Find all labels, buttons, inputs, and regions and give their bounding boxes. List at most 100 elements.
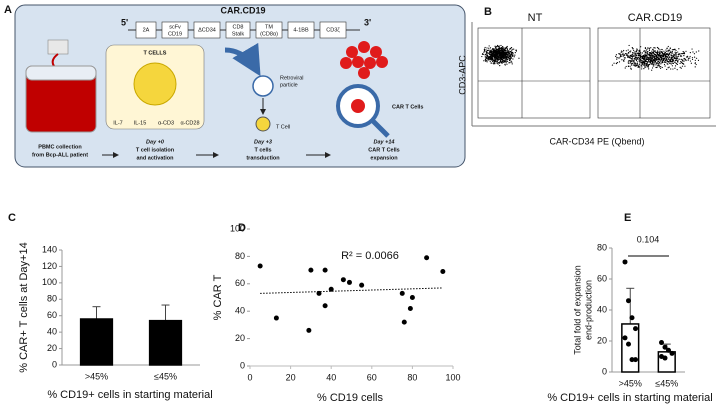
flow-dot <box>629 62 631 64</box>
flow-dot <box>627 49 629 51</box>
y-tick-label: 40 <box>235 306 245 316</box>
flow-dot <box>681 59 684 61</box>
flow-dot <box>631 47 633 49</box>
flow-dot <box>684 58 686 60</box>
flow-dot <box>616 56 618 59</box>
flow-dot <box>496 52 498 54</box>
flow-dot <box>624 52 627 55</box>
flow-dot <box>489 60 491 63</box>
flow-dot <box>502 52 504 54</box>
panel-label: E <box>624 212 631 224</box>
flow-dot <box>667 57 669 59</box>
flow-dot <box>627 55 629 57</box>
flow-dot <box>647 56 649 58</box>
flow-dot <box>669 47 671 49</box>
flow-dot <box>657 60 660 63</box>
flow-dot <box>641 60 643 62</box>
construct-label: Stalk <box>232 31 244 37</box>
retroviral-particle <box>252 75 274 97</box>
flow-dot <box>508 56 510 58</box>
flow-dot <box>627 52 630 54</box>
flow-dot <box>633 64 635 66</box>
flow-dot <box>659 49 661 51</box>
flow-dot <box>658 64 660 66</box>
flow-dot <box>496 49 498 51</box>
flow-dot <box>487 55 489 57</box>
flow-dot <box>631 64 633 66</box>
flow-dot <box>652 49 654 51</box>
construct-label: CD8 <box>232 24 243 30</box>
flow-dot <box>495 54 497 56</box>
flow-dot <box>667 53 669 55</box>
flow-dot <box>657 47 659 49</box>
flow-dot <box>647 50 649 53</box>
flow-dot <box>493 49 495 51</box>
flow-dot <box>617 57 619 59</box>
flow-dot <box>672 54 674 56</box>
flow-dot <box>501 52 503 54</box>
flow-dot <box>494 55 496 57</box>
flow-dot <box>646 57 648 59</box>
flow-dot <box>506 58 508 60</box>
flow-dot <box>669 51 671 53</box>
flow-dot <box>671 61 673 63</box>
y-tick-label: 20 <box>235 333 245 343</box>
flow-dot <box>633 58 635 60</box>
flow-dot <box>485 60 487 62</box>
flow-dot <box>616 58 618 60</box>
flow-dot <box>503 54 505 56</box>
flow-dot <box>488 45 490 47</box>
flow-dot <box>671 52 673 54</box>
flow-dot <box>648 59 650 61</box>
flow-dot <box>681 62 683 65</box>
flow-dot <box>489 55 492 57</box>
flow-dot <box>638 58 641 60</box>
curved-arrow <box>224 42 261 77</box>
flow-dot <box>648 54 650 57</box>
flow-dot <box>503 59 505 62</box>
step-text: CAR T Cells <box>368 147 399 153</box>
flow-dot <box>661 52 664 54</box>
flow-dot <box>510 46 513 49</box>
flow-dot <box>641 63 643 65</box>
data-point <box>424 255 430 261</box>
flow-dot <box>698 50 700 52</box>
flow-dot <box>640 59 642 61</box>
flow-dot <box>615 55 617 57</box>
flow-dot <box>664 59 667 62</box>
flow-dot <box>623 54 625 57</box>
flow-dot <box>651 54 654 56</box>
flow-dot <box>504 47 507 50</box>
flow-dot <box>691 48 693 50</box>
flow-dot <box>512 51 514 54</box>
flow-dot <box>628 44 630 47</box>
flow-dot <box>628 57 630 59</box>
flow-dot <box>643 68 645 70</box>
flow-dot <box>492 48 494 50</box>
flow-dot <box>677 55 679 57</box>
flow-dot <box>639 53 641 55</box>
flow-dot <box>508 58 510 60</box>
flow-dot <box>636 53 638 55</box>
flow-dot <box>644 66 646 68</box>
flow-dot <box>615 62 618 65</box>
flow-dot <box>669 49 671 51</box>
flow-dot <box>509 62 511 64</box>
flow-dot <box>641 66 643 68</box>
flow-dot <box>630 59 633 61</box>
flow-dot <box>497 63 499 65</box>
flow-dot <box>647 47 649 49</box>
flow-dot <box>632 54 634 56</box>
flow-dot <box>638 65 640 67</box>
flow-dot <box>486 59 488 61</box>
flow-dot <box>679 52 681 55</box>
flow-dot <box>660 63 662 65</box>
flow-dot <box>649 56 651 58</box>
step-text: from Bcp-ALL patient <box>32 152 88 158</box>
construct-box <box>255 21 283 39</box>
flow-dot <box>505 55 507 57</box>
flow-dot <box>496 57 499 59</box>
antibody: α-CD28 <box>180 120 199 126</box>
flow-dot <box>634 62 636 64</box>
flow-dot <box>505 57 507 59</box>
